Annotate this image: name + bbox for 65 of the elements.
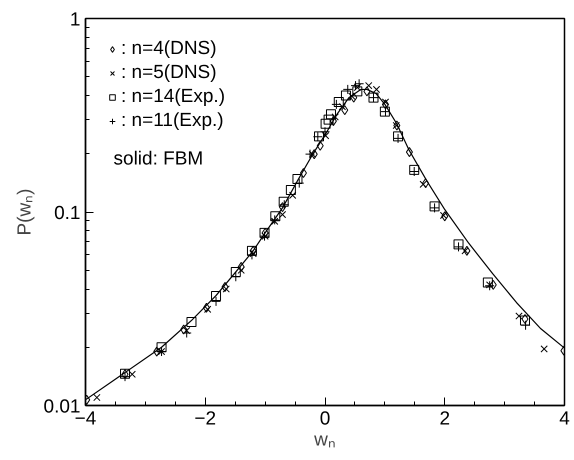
point — [340, 90, 351, 100]
point — [271, 218, 278, 226]
point — [372, 86, 380, 94]
point — [326, 109, 336, 120]
point — [186, 317, 196, 328]
point — [352, 86, 362, 96]
point — [288, 192, 296, 199]
x-tick-label: 2 — [439, 408, 450, 430]
point — [320, 118, 331, 129]
point — [515, 312, 523, 320]
point — [324, 114, 334, 125]
point — [300, 168, 307, 178]
point — [440, 212, 448, 220]
x-tick-label: 0 — [320, 408, 330, 430]
point — [183, 326, 190, 334]
legend-label: : n=14(Exp.) — [121, 86, 226, 108]
point — [441, 211, 448, 222]
point — [331, 113, 339, 121]
point — [341, 105, 348, 116]
point — [382, 98, 390, 106]
y-axis-title: P(wₙ) — [14, 188, 36, 236]
legend-label: : n=5(DNS) — [121, 62, 217, 84]
legend-label: : n=4(DNS) — [121, 38, 217, 60]
point — [490, 280, 497, 290]
point — [278, 202, 286, 212]
x-axis-title: wₙ — [313, 430, 336, 450]
point — [222, 285, 230, 293]
point — [250, 246, 257, 256]
x-tick-label: 4 — [559, 408, 570, 430]
point — [270, 211, 280, 222]
point — [461, 247, 469, 255]
point — [463, 246, 470, 256]
point — [363, 86, 370, 96]
legend-label: : n=11(Exp.) — [121, 110, 224, 132]
point — [350, 92, 358, 103]
point — [382, 99, 389, 110]
point — [316, 140, 324, 151]
point — [482, 278, 493, 288]
y-tick-label: 0.1 — [54, 203, 81, 224]
annotation: solid: FBM — [114, 148, 204, 170]
point — [180, 324, 188, 335]
point — [246, 246, 257, 256]
point — [286, 184, 296, 195]
y-tick-label: 1 — [70, 10, 81, 30]
point — [454, 239, 464, 250]
point — [540, 345, 548, 353]
point — [202, 302, 210, 313]
point — [238, 262, 245, 272]
point — [365, 82, 372, 90]
point — [422, 178, 430, 188]
point — [406, 147, 413, 158]
point — [93, 394, 101, 402]
point — [211, 291, 222, 302]
point — [153, 346, 160, 357]
point — [230, 266, 241, 277]
x-tick-label: −2 — [194, 408, 216, 430]
point — [420, 180, 427, 188]
point — [330, 116, 337, 126]
point — [334, 97, 344, 108]
point — [156, 342, 167, 352]
y-tick-label: 0.01 — [44, 396, 81, 418]
point — [204, 306, 212, 314]
point — [222, 282, 229, 292]
point — [278, 196, 289, 207]
point — [292, 174, 302, 184]
